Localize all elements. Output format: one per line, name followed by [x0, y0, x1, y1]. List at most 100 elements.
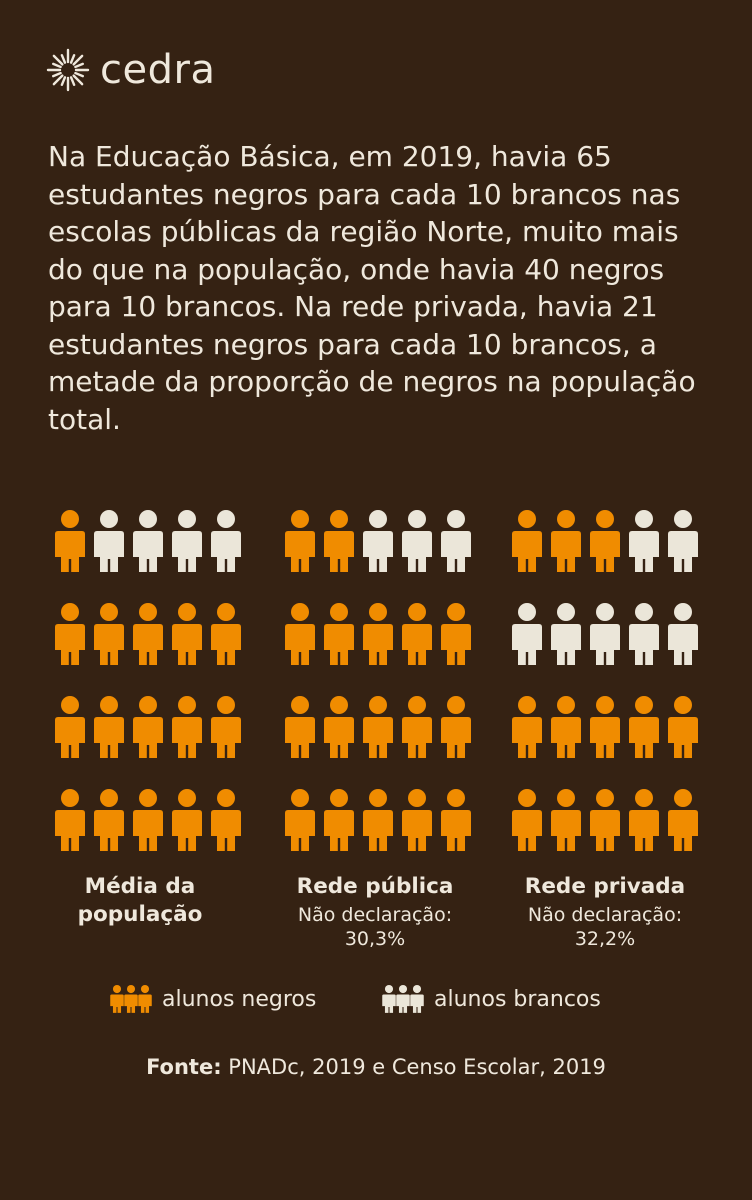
- panel-title: Média da população: [40, 873, 240, 929]
- legend: alunos negros alunos brancos: [0, 984, 752, 1018]
- legend-person-glyph: [138, 985, 152, 1013]
- sun-ray: [69, 54, 76, 64]
- sun-ray: [74, 71, 84, 78]
- panel-note-line: Não declaração:: [297, 904, 453, 926]
- legend-person-glyph: [382, 985, 396, 1013]
- people-icon: [110, 985, 152, 1013]
- person-icon-negro: [211, 789, 241, 851]
- person-icon-negro: [590, 789, 620, 851]
- person-icon-negro: [629, 696, 659, 758]
- person-icon-negro: [551, 789, 581, 851]
- sun-ray: [52, 54, 64, 66]
- legend-label: alunos brancos: [434, 986, 601, 1012]
- person-icon-negro: [402, 603, 432, 665]
- legend-label: alunos negros: [162, 986, 317, 1012]
- sun-ray: [72, 74, 84, 86]
- person-icon-branco: [668, 510, 698, 572]
- person-icon-branco: [133, 510, 163, 572]
- sun-ray: [52, 71, 62, 78]
- source-note: Fonte: PNADc, 2019 e Censo Escolar, 2019: [0, 1055, 752, 1079]
- source-text: PNADc, 2019 e Censo Escolar, 2019: [221, 1055, 606, 1079]
- person-icon-branco: [94, 510, 124, 572]
- person-icon-branco: [363, 510, 393, 572]
- person-icon-negro: [94, 696, 124, 758]
- person-icon-negro: [512, 789, 542, 851]
- person-icon-negro: [55, 696, 85, 758]
- person-icon-negro: [94, 789, 124, 851]
- person-icon-branco: [512, 603, 542, 665]
- person-icon-negro: [133, 789, 163, 851]
- person-icon-negro: [441, 603, 471, 665]
- panel-note-line: 32,2%: [574, 928, 636, 950]
- person-icon-negro: [402, 696, 432, 758]
- panel-note: Não declaração: 32,2%: [495, 903, 715, 951]
- sun-ray: [69, 76, 76, 86]
- legend-item-brancos: alunos brancos: [382, 984, 601, 1014]
- person-icon-negro: [551, 696, 581, 758]
- person-icon-branco: [551, 603, 581, 665]
- person-icon-negro: [211, 696, 241, 758]
- legend-person-glyph: [110, 985, 124, 1013]
- sun-ray: [72, 54, 84, 66]
- person-icon-negro: [668, 789, 698, 851]
- person-icon-negro: [55, 603, 85, 665]
- person-icon-negro: [133, 696, 163, 758]
- sun-ray: [52, 74, 64, 86]
- panel-title: Rede pública: [265, 873, 485, 901]
- sun-icon: [46, 48, 90, 92]
- source-label: Fonte:: [146, 1055, 222, 1079]
- person-icon-negro: [285, 603, 315, 665]
- person-icon-negro: [55, 789, 85, 851]
- panel-title-line: Média da: [84, 874, 196, 899]
- person-icon-negro: [285, 510, 315, 572]
- legend-person-glyph: [124, 985, 138, 1013]
- person-icon-negro: [590, 510, 620, 572]
- brand-name: cedra: [100, 47, 216, 93]
- panel-title-line: Rede privada: [524, 874, 686, 899]
- person-icon-negro: [668, 696, 698, 758]
- sun-ray: [52, 62, 62, 69]
- person-icon-negro: [172, 603, 202, 665]
- panel-note: Não declaração: 30,3%: [265, 903, 485, 951]
- sun-ray: [60, 54, 67, 64]
- person-icon-branco: [629, 510, 659, 572]
- person-icon-negro: [590, 696, 620, 758]
- person-icon-negro: [441, 789, 471, 851]
- legend-person-glyph: [396, 985, 410, 1013]
- panel-note-line: 30,3%: [344, 928, 406, 950]
- person-icon-negro: [172, 789, 202, 851]
- person-icon-negro: [55, 510, 85, 572]
- person-icon-negro: [512, 510, 542, 572]
- person-icon-negro: [363, 603, 393, 665]
- panel-note-line: Não declaração:: [527, 904, 683, 926]
- person-icon-negro: [324, 603, 354, 665]
- person-icon-branco: [172, 510, 202, 572]
- sun-ray: [60, 76, 67, 86]
- person-icon-negro: [551, 510, 581, 572]
- person-icon-negro: [629, 789, 659, 851]
- panel-label-populacao: Média da população: [40, 873, 240, 929]
- people-icon: [382, 985, 424, 1013]
- person-icon-negro: [285, 789, 315, 851]
- brand-logo: cedra: [46, 44, 215, 96]
- person-icon-negro: [133, 603, 163, 665]
- intro-text: Na Educação Básica, em 2019, havia 65 es…: [48, 140, 696, 436]
- person-icon-negro: [324, 696, 354, 758]
- person-icon-negro: [211, 603, 241, 665]
- panel-label-rede-publica: Rede pública Não declaração: 30,3%: [265, 873, 485, 951]
- person-icon-negro: [441, 696, 471, 758]
- panel-title: Rede privada: [495, 873, 715, 901]
- panel-title-line: população: [77, 902, 203, 927]
- person-icon-negro: [363, 789, 393, 851]
- person-icon-branco: [402, 510, 432, 572]
- legend-item-negros: alunos negros: [110, 984, 316, 1014]
- pictogram-chart: [55, 510, 698, 851]
- panel-title-line: Rede pública: [296, 874, 454, 899]
- panel-label-rede-privada: Rede privada Não declaração: 32,2%: [495, 873, 715, 951]
- person-icon-negro: [285, 696, 315, 758]
- person-icon-branco: [211, 510, 241, 572]
- person-icon-negro: [94, 603, 124, 665]
- person-icon-branco: [590, 603, 620, 665]
- person-icon-branco: [629, 603, 659, 665]
- person-icon-negro: [512, 696, 542, 758]
